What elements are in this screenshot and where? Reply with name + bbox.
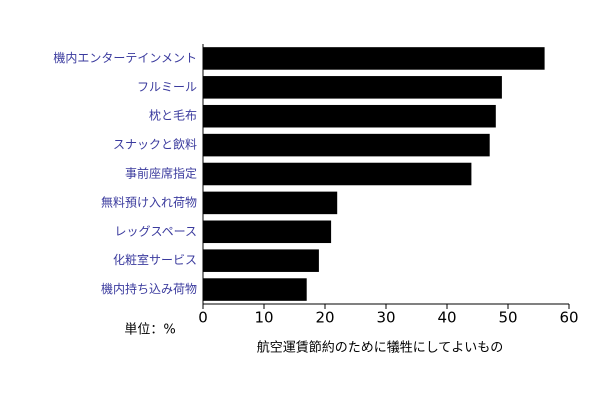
x-tick-label: 40 <box>437 309 456 327</box>
y-tick-label: 枕と毛布 <box>149 108 197 123</box>
bar <box>203 47 545 70</box>
bar <box>203 191 338 215</box>
bar <box>203 133 490 157</box>
y-tick-label: 機内持ち込み荷物 <box>101 281 197 296</box>
x-tick-label: 60 <box>559 309 578 327</box>
y-tick-label: レッグスペース <box>114 224 197 238</box>
x-tick-label: 30 <box>376 309 395 327</box>
bar <box>203 104 496 128</box>
y-tick-label: 化粧室サービス <box>113 252 197 267</box>
y-tick-label: 無料預け入れ荷物 <box>101 194 197 209</box>
unit-label: 単位：% <box>124 322 175 338</box>
bar <box>203 278 307 301</box>
bar <box>203 76 502 99</box>
x-tick-label: 10 <box>254 309 273 327</box>
y-tick-label: 事前座席指定 <box>125 166 197 181</box>
bar <box>203 249 319 272</box>
y-tick-label: フルミール <box>137 80 197 94</box>
x-axis-label: 航空運賃節約のために犠牲にしてよいもの <box>257 340 504 356</box>
x-tick-label: 20 <box>315 309 334 327</box>
bar <box>203 162 472 186</box>
y-tick-label: 機内エンターテインメント <box>53 50 197 65</box>
bar <box>203 220 332 244</box>
x-tick-label: 50 <box>498 309 517 327</box>
x-tick-label: 0 <box>198 309 208 327</box>
y-tick-label: スナックと飲料 <box>113 137 197 152</box>
